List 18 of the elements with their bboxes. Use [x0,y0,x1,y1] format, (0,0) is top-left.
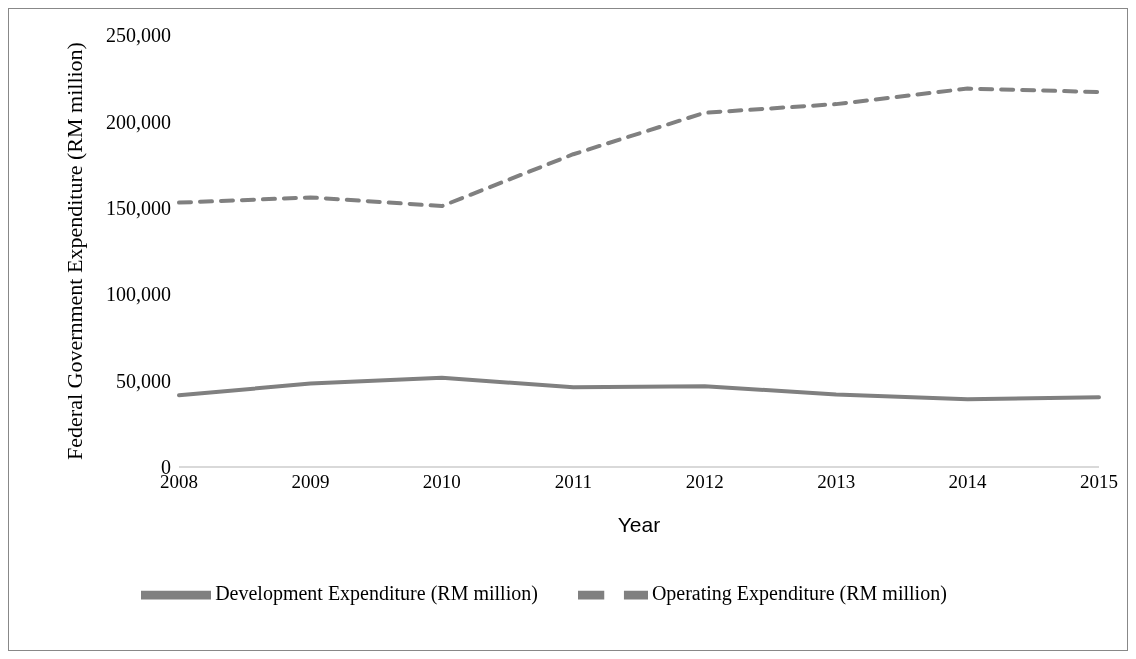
x-tick-label: 2011 [554,471,592,493]
y-tick-label: 100,000 [106,283,171,306]
y-tick-label: 150,000 [106,196,171,219]
x-tick-label: 2013 [817,471,856,493]
x-tick-label: 2009 [291,471,330,493]
x-axis-title: Year [617,513,661,536]
x-tick-label: 2014 [948,471,988,493]
legend-label: Operating Expenditure (RM million) [651,581,947,604]
y-axis-title: Federal Government Expenditure (RM million) [61,42,87,460]
legend-label: Development Expenditure (RM million) [215,581,538,604]
x-tick-label: 2015 [1080,471,1118,493]
line-series [177,86,1101,209]
y-tick-label: 250,000 [106,24,171,47]
line-series [177,375,1101,402]
y-tick-label: 200,000 [106,110,171,133]
x-tick-label: 2012 [685,471,724,493]
y-tick-label: 50,000 [116,369,171,392]
x-tick-label: 2010 [422,471,461,493]
